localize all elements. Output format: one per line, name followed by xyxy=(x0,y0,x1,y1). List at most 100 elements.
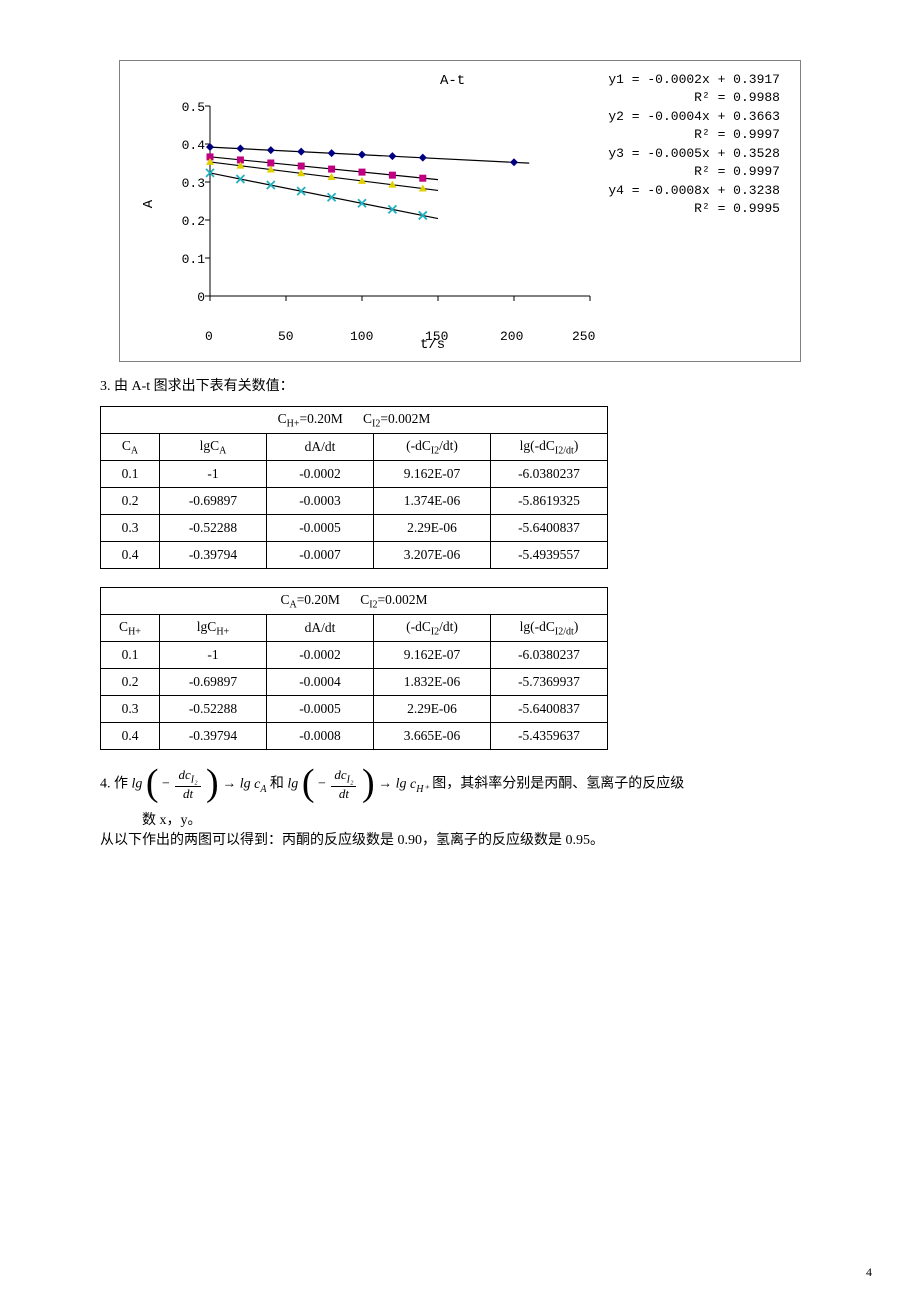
table-vary-ca: CH+=0.20M CI2=0.002M CA lgCA dA/dt (-dCI… xyxy=(100,406,608,569)
table-row: 0.2-0.69897-0.00041.832E-06-5.7369937 xyxy=(101,669,608,696)
table-row: 0.3-0.52288-0.00052.29E-06-5.6400837 xyxy=(101,515,608,542)
t2-cell: -0.0005 xyxy=(267,696,374,723)
t2-header-span: CA=0.20M CI2=0.002M xyxy=(101,588,608,615)
plot-area xyxy=(210,106,590,296)
xtick-4: 200 xyxy=(500,329,523,344)
t1-cell: -0.69897 xyxy=(160,488,267,515)
t2-h-sub1: A xyxy=(289,600,296,611)
section-4-line1: 4. 作 lg ( − dcI₂ dt ) → lg cA 和 lg ( − d… xyxy=(100,768,820,801)
s4-prefix: 4. 作 xyxy=(100,777,128,792)
t2-cell: 2.29E-06 xyxy=(374,696,491,723)
s4-arrow1: → xyxy=(222,777,236,792)
t1-cell: -0.0007 xyxy=(267,542,374,569)
ytick-3: 0.3 xyxy=(175,177,205,215)
t1-cell: -6.0380237 xyxy=(491,461,608,488)
table-row: 0.3-0.52288-0.00052.29E-06-5.6400837 xyxy=(101,696,608,723)
t1-cell: -1 xyxy=(160,461,267,488)
t2-col-headers: CH+ lgCH+ dA/dt (-dCI2/dt) lg(-dCI2/dt) xyxy=(101,615,608,642)
t1-cell: 1.374E-06 xyxy=(374,488,491,515)
s4-suffix: 图，其斜率分别是丙酮、氢离子的反应级 xyxy=(432,777,684,792)
t2-cell: 0.3 xyxy=(101,696,160,723)
t2-cell: 9.162E-07 xyxy=(374,642,491,669)
ytick-2: 0.2 xyxy=(175,215,205,253)
t1-h-sub1: H+ xyxy=(287,419,300,430)
page-number: 4 xyxy=(866,1265,872,1280)
t2-col-ldc: lg(-dCI2/dt) xyxy=(491,615,608,642)
t1-cell: -5.8619325 xyxy=(491,488,608,515)
t1-cell: 0.4 xyxy=(101,542,160,569)
t1-cell: -0.0005 xyxy=(267,515,374,542)
xtick-2: 100 xyxy=(350,329,373,344)
t1-h-v1: =0.20M xyxy=(300,411,343,426)
t2-h-v1: =0.20M xyxy=(297,592,340,607)
t2-cell: 1.832E-06 xyxy=(374,669,491,696)
xtick-5: 250 xyxy=(572,329,595,344)
t2-sub-lg: H+ xyxy=(216,627,229,638)
t2-cell: -5.6400837 xyxy=(491,696,608,723)
s4-frac2: dcI₂ dt xyxy=(331,768,356,801)
table-row: 0.4-0.39794-0.00083.665E-06-5.4359637 xyxy=(101,723,608,750)
ann-eq-4: y4 = -0.0008x + 0.3238 xyxy=(608,183,780,198)
t2-sub-dc: I2 xyxy=(431,627,439,638)
t1-sub-c: A xyxy=(131,446,138,457)
s4-minus2: − xyxy=(318,777,326,792)
t2-cell: -0.69897 xyxy=(160,669,267,696)
t2-col-da: dA/dt xyxy=(267,615,374,642)
table-row: 0.4-0.39794-0.00073.207E-06-5.4939557 xyxy=(101,542,608,569)
t2-cell: -0.52288 xyxy=(160,696,267,723)
t2-cell: -0.0002 xyxy=(267,642,374,669)
t1-cell: -5.4939557 xyxy=(491,542,608,569)
ytick-1: 0.1 xyxy=(175,253,205,291)
xtick-1: 50 xyxy=(278,329,294,344)
t2-col-dc: (-dCI2/dt) xyxy=(374,615,491,642)
t1-sub-ldc: I2/dt xyxy=(555,446,574,457)
t2-cell: -0.0004 xyxy=(267,669,374,696)
chart-a-t: A-t y1 = -0.0002x + 0.3917R² = 0.9988 y2… xyxy=(119,60,801,362)
ann-eq-2: y2 = -0.0004x + 0.3663 xyxy=(608,109,780,124)
s4-minus1: − xyxy=(162,777,170,792)
xtick-0: 0 xyxy=(205,329,213,344)
t1-col-c: CA xyxy=(101,434,160,461)
t1-cell: 0.2 xyxy=(101,488,160,515)
plot-svg xyxy=(210,106,590,306)
t2-sub-ldc: I2/dt xyxy=(555,627,574,638)
t1-col-da: dA/dt xyxy=(267,434,374,461)
ann-r2-2: R² = 0.9997 xyxy=(694,127,780,142)
t2-col-c: CH+ xyxy=(101,615,160,642)
t2-h-sub2: I2 xyxy=(369,600,377,611)
section-4-conclusion: 从以下作出的两图可以得到：丙酮的反应级数是 0.90，氢离子的反应级数是 0.9… xyxy=(100,829,820,849)
t1-cell: 0.3 xyxy=(101,515,160,542)
t2-col-lg: lgCH+ xyxy=(160,615,267,642)
t1-cell: 0.1 xyxy=(101,461,160,488)
s4-and: 和 xyxy=(270,777,284,792)
t1-sub-dc: I2 xyxy=(431,446,439,457)
s4-lg1: lg xyxy=(132,777,143,792)
ann-r2-1: R² = 0.9988 xyxy=(694,90,780,105)
ann-eq-1: y1 = -0.0002x + 0.3917 xyxy=(608,72,780,87)
t2-cell: 0.2 xyxy=(101,669,160,696)
t1-cell: 3.207E-06 xyxy=(374,542,491,569)
ytick-5: 0.5 xyxy=(175,101,205,139)
t2-h-v2: =0.002M xyxy=(378,592,428,607)
t1-col-headers: CA lgCA dA/dt (-dCI2/dt) lg(-dCI2/dt) xyxy=(101,434,608,461)
t1-cell: -0.39794 xyxy=(160,542,267,569)
ann-r2-4: R² = 0.9995 xyxy=(694,201,780,216)
t1-cell: -0.52288 xyxy=(160,515,267,542)
s4-arrow2: → xyxy=(378,777,392,792)
chart-xlabel: t/s xyxy=(420,337,445,353)
t1-col-lg: lgCA xyxy=(160,434,267,461)
t1-cell: 2.29E-06 xyxy=(374,515,491,542)
table-row: 0.2-0.69897-0.00031.374E-06-5.8619325 xyxy=(101,488,608,515)
table-vary-ch: CA=0.20M CI2=0.002M CH+ lgCH+ dA/dt (-dC… xyxy=(100,587,608,750)
ann-eq-3: y3 = -0.0005x + 0.3528 xyxy=(608,146,780,161)
s4-lg2: lg xyxy=(287,777,298,792)
t2-cell: -1 xyxy=(160,642,267,669)
t2-cell: 3.665E-06 xyxy=(374,723,491,750)
t1-col-dc: (-dCI2/dt) xyxy=(374,434,491,461)
t2-cell: -5.7369937 xyxy=(491,669,608,696)
ytick-0: 0 xyxy=(175,291,205,329)
t1-cell: -0.0003 xyxy=(267,488,374,515)
t1-cell: 9.162E-07 xyxy=(374,461,491,488)
chart-ylabel: A xyxy=(141,200,157,208)
section-3-heading: 3. 由 A-t 图求出下表有关数值： xyxy=(100,376,820,398)
